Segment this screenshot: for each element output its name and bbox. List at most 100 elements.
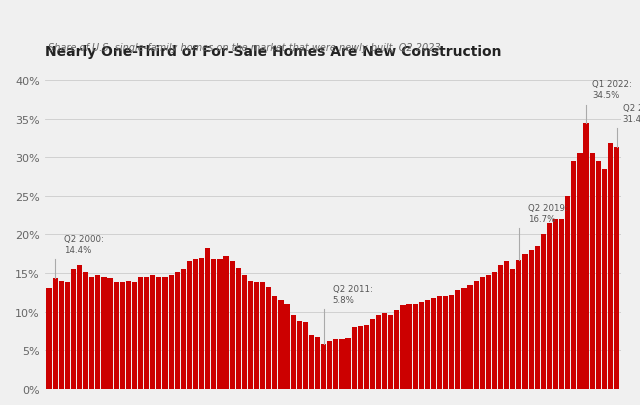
Bar [602, 169, 607, 389]
Bar [364, 325, 369, 389]
Bar [534, 246, 540, 389]
Bar [431, 298, 436, 389]
Bar [272, 296, 277, 389]
Bar [120, 283, 125, 389]
Bar [584, 123, 589, 389]
Bar [193, 260, 198, 389]
Bar [589, 153, 595, 389]
Bar [89, 277, 94, 389]
Bar [315, 337, 320, 389]
Bar [413, 304, 418, 389]
Text: Q2 2019:
16.7%: Q2 2019: 16.7% [528, 203, 568, 224]
Bar [467, 285, 473, 389]
Bar [113, 283, 119, 389]
Bar [474, 281, 479, 389]
Bar [461, 289, 467, 389]
Bar [47, 289, 52, 389]
Bar [309, 335, 314, 389]
Bar [437, 296, 442, 389]
Bar [236, 269, 241, 389]
Bar [108, 279, 113, 389]
Bar [52, 278, 58, 389]
Bar [449, 295, 454, 389]
Bar [522, 254, 527, 389]
Bar [218, 260, 223, 389]
Bar [180, 270, 186, 389]
Bar [95, 275, 100, 389]
Bar [358, 326, 363, 389]
Bar [303, 322, 308, 389]
Text: Nearly One-Third of For-Sale Homes Are New Construction: Nearly One-Third of For-Sale Homes Are N… [45, 45, 501, 59]
Bar [486, 275, 491, 389]
Bar [144, 277, 149, 389]
Text: Q1 2022:
34.5%: Q1 2022: 34.5% [592, 80, 632, 100]
Bar [266, 287, 271, 389]
Bar [339, 339, 344, 389]
Bar [327, 341, 332, 389]
Bar [254, 283, 259, 389]
Bar [211, 260, 216, 389]
Bar [83, 272, 88, 389]
Bar [388, 316, 394, 389]
Bar [65, 283, 70, 389]
Bar [297, 321, 302, 389]
Bar [492, 272, 497, 389]
Bar [230, 262, 235, 389]
Bar [199, 258, 204, 389]
Bar [260, 283, 265, 389]
Bar [370, 320, 375, 389]
Bar [614, 147, 619, 389]
Bar [71, 270, 76, 389]
Bar [187, 262, 192, 389]
Bar [101, 277, 107, 389]
Bar [406, 304, 412, 389]
Bar [376, 316, 381, 389]
Text: Q2 2011:
5.8%: Q2 2011: 5.8% [333, 284, 372, 304]
Bar [163, 277, 168, 389]
Bar [394, 310, 399, 389]
Bar [443, 296, 448, 389]
Bar [504, 262, 509, 389]
Bar [577, 154, 582, 389]
Bar [401, 306, 406, 389]
Bar [425, 301, 430, 389]
Text: Share of U.S. single-family homes on the market that were newly built, Q2 2023: Share of U.S. single-family homes on the… [48, 43, 441, 53]
Bar [596, 162, 601, 389]
Bar [346, 338, 351, 389]
Bar [126, 281, 131, 389]
Bar [242, 275, 247, 389]
Bar [547, 224, 552, 389]
Bar [529, 250, 534, 389]
Bar [168, 275, 173, 389]
Bar [205, 249, 211, 389]
Bar [419, 303, 424, 389]
Text: Q2 2023:
31.4%: Q2 2023: 31.4% [623, 103, 640, 123]
Bar [321, 344, 326, 389]
Bar [382, 313, 387, 389]
Bar [132, 282, 137, 389]
Bar [565, 196, 570, 389]
Bar [156, 277, 161, 389]
Bar [572, 162, 577, 389]
Bar [59, 281, 64, 389]
Bar [498, 266, 503, 389]
Bar [223, 256, 228, 389]
Bar [559, 220, 564, 389]
Bar [150, 275, 156, 389]
Bar [77, 266, 82, 389]
Bar [516, 260, 522, 389]
Bar [284, 304, 290, 389]
Bar [608, 144, 613, 389]
Text: Q2 2000:
14.4%: Q2 2000: 14.4% [65, 234, 104, 254]
Bar [278, 301, 284, 389]
Bar [175, 272, 180, 389]
Bar [541, 235, 546, 389]
Bar [510, 270, 515, 389]
Bar [333, 339, 339, 389]
Bar [291, 316, 296, 389]
Bar [455, 290, 460, 389]
Bar [553, 220, 558, 389]
Bar [138, 277, 143, 389]
Bar [351, 327, 356, 389]
Bar [248, 281, 253, 389]
